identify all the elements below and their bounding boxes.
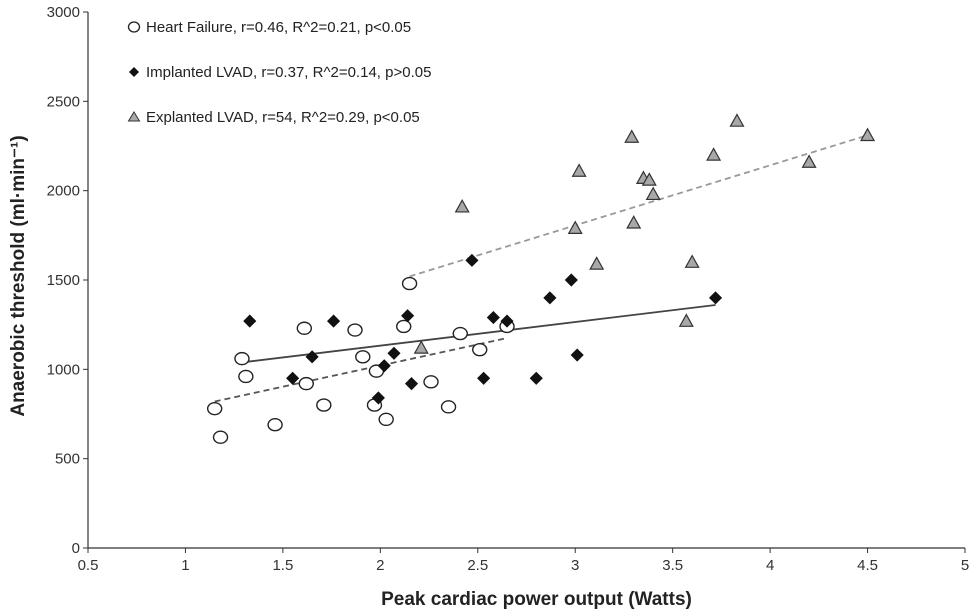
implanted-lvad-point: [477, 371, 491, 385]
heart-failure-point: [267, 418, 283, 432]
x-tick-label: 1: [181, 557, 189, 574]
heart-failure-point: [401, 276, 418, 291]
implanted-lvad-point: [500, 314, 514, 328]
heart-failure-point: [234, 351, 250, 366]
explanted-lvad-point: [684, 254, 700, 268]
y-tick-label: 2000: [47, 183, 80, 200]
explanted-lvad-point: [678, 313, 694, 327]
legend: Heart Failure, r=0.46, R^2=0.21, p<0.05 I…: [127, 19, 431, 126]
explanted-lvad-point: [641, 172, 657, 186]
y-tick-label: 2500: [47, 93, 80, 110]
heart-failure-point: [206, 401, 223, 416]
y-tick-label: 1500: [47, 272, 80, 289]
y-tick-label: 500: [55, 451, 80, 468]
legend-marker-circle: [127, 21, 141, 33]
legend-label: Heart Failure, r=0.46, R^2=0.21, p<0.05: [146, 19, 411, 36]
heart-failure-point: [296, 321, 313, 335]
implanted-lvad-point: [570, 348, 584, 362]
x-tick-label: 0.5: [78, 557, 99, 574]
explanted-lvad-point: [571, 163, 587, 177]
heart-failure-point: [378, 412, 394, 427]
implanted-lvad-point: [377, 359, 391, 373]
heart-failure-point: [212, 430, 229, 444]
implanted-lvad-point: [529, 371, 543, 385]
y-tick-label: 0: [72, 540, 80, 557]
implanted-lvad-point: [401, 309, 415, 323]
explanted-lvad-point: [454, 199, 470, 213]
heart-failure-point: [355, 350, 371, 364]
implanted-lvad-point: [326, 314, 341, 328]
heart-failure-point: [452, 326, 468, 341]
implanted-lvad-point: [486, 310, 500, 325]
x-axis-title: Peak cardiac power output (Watts): [381, 589, 692, 610]
legend-marker-diamond: [129, 67, 139, 77]
trendline-series-3: [409, 134, 868, 278]
explanted-lvad-point: [706, 147, 722, 161]
explanted-lvad-point: [729, 113, 745, 127]
y-axis-title: Anaerobic threshold (ml·min⁻¹): [8, 135, 29, 416]
heart-failure-point: [396, 319, 412, 334]
heart-failure-point: [440, 400, 457, 414]
legend-item-implanted-lvad: Implanted LVAD, r=0.37, R^2=0.14, p>0.05: [129, 64, 431, 81]
points-group: [206, 113, 876, 444]
x-tick-label: 4.5: [857, 557, 878, 574]
x-tick-label: 1.5: [272, 557, 293, 574]
legend-item-explanted-lvad: Explanted LVAD, r=54, R^2=0.29, p<0.05: [127, 109, 420, 126]
heart-failure-point: [347, 323, 363, 337]
legend-label: Implanted LVAD, r=0.37, R^2=0.14, p>0.05: [146, 64, 431, 81]
heart-failure-point: [423, 375, 439, 389]
explanted-lvad-point: [567, 220, 583, 234]
implanted-lvad-point: [243, 314, 257, 328]
implanted-lvad-point: [305, 350, 319, 364]
x-tick-label: 2: [376, 557, 384, 574]
x-tick-label: 2.5: [467, 557, 488, 574]
implanted-lvad-point: [543, 291, 557, 305]
implanted-lvad-point: [465, 253, 479, 267]
axes-group: 0.5 1 1.5 2 2.5 3 3.5 4 4.5 5 0 500 1000 1500 2000 2500…: [47, 4, 970, 574]
heart-failure-point: [316, 398, 332, 412]
y-tick-label: 3000: [47, 4, 80, 21]
x-tick-label: 3: [571, 557, 579, 574]
implanted-lvad-point: [286, 371, 300, 385]
heart-failure-point: [238, 369, 254, 384]
x-tick-label: 4: [766, 557, 774, 574]
implanted-lvad-point: [564, 273, 578, 287]
trendlines-group: [214, 134, 868, 403]
explanted-lvad-point: [860, 127, 876, 142]
legend-marker-triangle: [127, 111, 141, 122]
implanted-lvad-point: [708, 291, 723, 305]
x-tick-label: 3.5: [662, 557, 683, 574]
legend-label: Explanted LVAD, r=54, R^2=0.29, p<0.05: [146, 109, 420, 126]
implanted-lvad-point: [371, 391, 385, 405]
explanted-lvad-point: [645, 186, 661, 201]
explanted-lvad-point: [413, 340, 429, 354]
heart-failure-point: [472, 342, 488, 357]
legend-item-heart-failure: Heart Failure, r=0.46, R^2=0.21, p<0.05: [127, 19, 411, 36]
trendline-series-2: [243, 304, 716, 364]
explanted-lvad-point: [624, 129, 640, 143]
y-tick-label: 1000: [47, 361, 80, 378]
heart-failure-point: [298, 376, 314, 391]
explanted-lvad-point: [801, 154, 817, 168]
implanted-lvad-point: [387, 346, 401, 360]
x-tick-label: 5: [961, 557, 969, 574]
explanted-lvad-point: [626, 215, 642, 229]
explanted-lvad-point: [589, 256, 605, 270]
implanted-lvad-point: [404, 377, 419, 391]
